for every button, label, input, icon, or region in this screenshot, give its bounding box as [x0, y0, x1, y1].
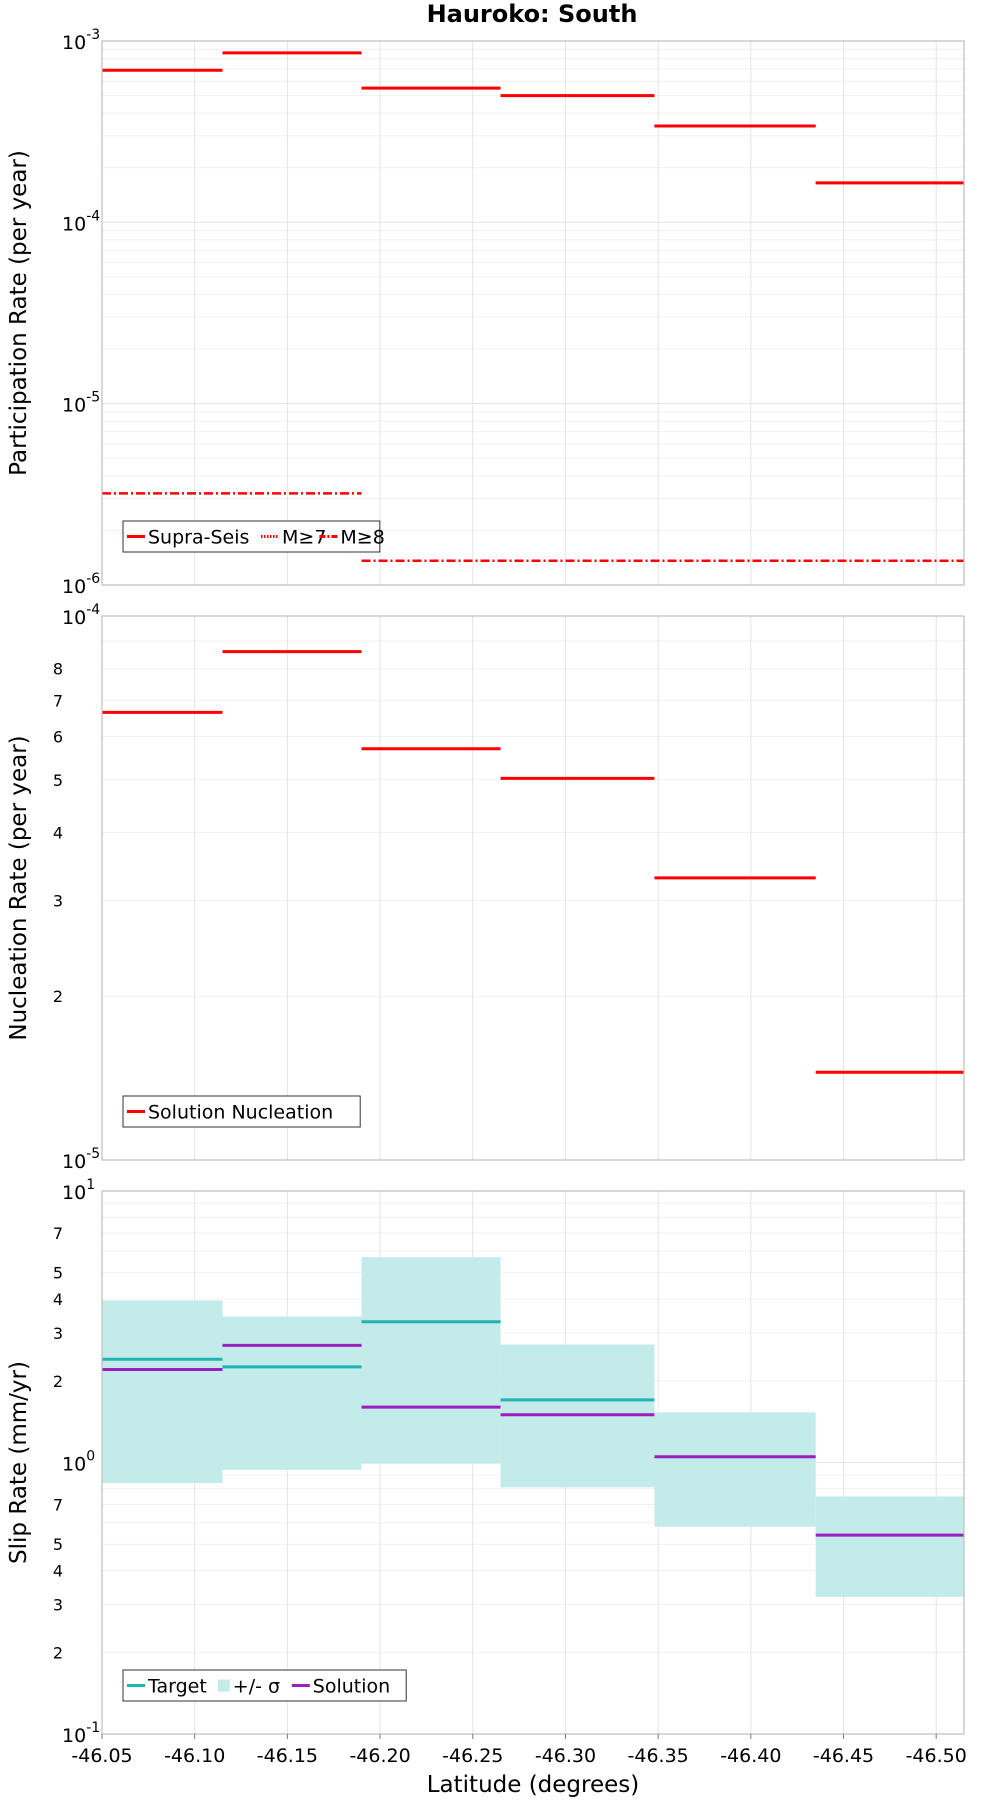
series-supra-seis: [102, 51, 964, 185]
y-minor-tick-label: 3: [53, 1595, 63, 1614]
y-tick-label: 101: [62, 1177, 95, 1204]
y-tick-label: 10-4: [62, 602, 100, 629]
y-tick-exponent: -1: [86, 1720, 100, 1736]
sigma-band: [654, 1412, 816, 1527]
legend: Solution Nucleation: [122, 1095, 361, 1128]
x-tick-label: -46.50: [906, 1745, 967, 1767]
y-tick-base: 10: [62, 607, 86, 629]
series-: [102, 1257, 964, 1597]
legend-label: Solution: [313, 1676, 390, 1698]
y-axis-label: Slip Rate (mm/yr): [6, 1361, 32, 1564]
y-axis-label: Nucleation Rate (per year): [6, 735, 32, 1040]
y-tick-base: 10: [62, 1725, 86, 1747]
y-tick-label: 10-3: [62, 27, 100, 54]
y-tick-label: 10-5: [62, 1146, 100, 1173]
series-solution: [102, 1343, 964, 1537]
y-tick-exponent: 1: [86, 1177, 95, 1193]
y-tick-exponent: -3: [86, 27, 100, 43]
y-tick-exponent: -5: [86, 1146, 100, 1162]
y-minor-tick-label: 5: [53, 771, 63, 790]
y-axis-label: Participation Rate (per year): [6, 150, 32, 476]
plot-frame: [101, 615, 965, 1161]
y-minor-tick-label: 2: [53, 1643, 63, 1662]
y-tick-exponent: -4: [86, 602, 100, 618]
legend-label: Solution Nucleation: [148, 1102, 333, 1124]
series-mge8: [102, 492, 964, 563]
x-tick-label: -46.05: [71, 1745, 132, 1767]
legend-swatch: [217, 1679, 230, 1692]
legend-label: Supra-Seis: [148, 527, 249, 549]
y-tick-base: 10: [62, 1182, 86, 1204]
legend-label: M≥7: [282, 527, 326, 549]
y-minor-tick-label: 6: [53, 728, 63, 747]
series-solution-nucleation: [102, 650, 964, 1074]
y-minor-tick-label: 8: [53, 660, 63, 679]
series-mge7: [102, 51, 964, 185]
y-tick-base: 10: [62, 576, 86, 598]
plot-frame: [101, 40, 965, 586]
y-tick-base: 10: [62, 32, 86, 54]
chart-title: Hauroko: South: [427, 0, 638, 28]
y-minor-tick-label: 7: [53, 1224, 63, 1243]
x-tick-label: -46.35: [628, 1745, 689, 1767]
x-axis-label: Latitude (degrees): [427, 1772, 640, 1798]
y-tick-exponent: -4: [86, 208, 100, 224]
x-tick-label: -46.10: [164, 1745, 225, 1767]
y-minor-tick-label: 7: [53, 1496, 63, 1515]
legend: Target +/- σ Solution: [122, 1669, 407, 1702]
y-minor-tick-label: 4: [53, 1290, 63, 1309]
series-target: [102, 1320, 655, 1402]
plot-frame: [101, 1190, 965, 1735]
legend-label: Target: [147, 1676, 207, 1698]
y-minor-tick-label: 2: [53, 1372, 63, 1391]
x-tick-label: -46.30: [535, 1745, 596, 1767]
y-tick-exponent: -6: [86, 571, 100, 587]
y-tick-base: 10: [62, 213, 86, 235]
legend: Supra-Seis M≥7 M≥8: [122, 520, 385, 553]
y-minor-tick-label: 7: [53, 691, 63, 710]
x-tick-label: -46.45: [813, 1745, 874, 1767]
legend-box: [122, 1669, 407, 1702]
y-tick-base: 10: [62, 1151, 86, 1173]
y-tick-base: 10: [62, 395, 86, 417]
y-minor-tick-label: 2: [53, 987, 63, 1006]
x-tick-label: -46.20: [349, 1745, 410, 1767]
legend-label: M≥8: [340, 527, 384, 549]
y-minor-tick-label: 5: [53, 1264, 63, 1283]
sigma-band: [222, 1316, 362, 1470]
y-minor-tick-label: 4: [53, 823, 63, 842]
sigma-band: [102, 1300, 223, 1484]
x-tick-label: -46.40: [720, 1745, 781, 1767]
y-minor-tick-label: 3: [53, 1324, 63, 1343]
y-minor-tick-label: 5: [53, 1535, 63, 1554]
y-tick-label: 10-4: [62, 208, 100, 235]
sigma-band: [361, 1257, 501, 1464]
legend-label: +/- σ: [233, 1676, 280, 1698]
y-tick-exponent: -5: [86, 390, 100, 406]
y-tick-base: 10: [62, 1454, 86, 1476]
y-minor-tick-label: 4: [53, 1562, 63, 1581]
y-tick-exponent: 0: [86, 1449, 95, 1465]
y-tick-label: 10-6: [62, 571, 100, 598]
x-tick-label: -46.15: [257, 1745, 318, 1767]
x-tick-label: -46.25: [442, 1745, 503, 1767]
y-minor-tick-label: 3: [53, 891, 63, 910]
sigma-band: [815, 1496, 964, 1597]
y-tick-label: 10-5: [62, 390, 100, 417]
y-tick-label: 100: [62, 1449, 95, 1476]
y-tick-label: 10-1: [62, 1720, 100, 1747]
legend-box: [122, 1095, 361, 1128]
